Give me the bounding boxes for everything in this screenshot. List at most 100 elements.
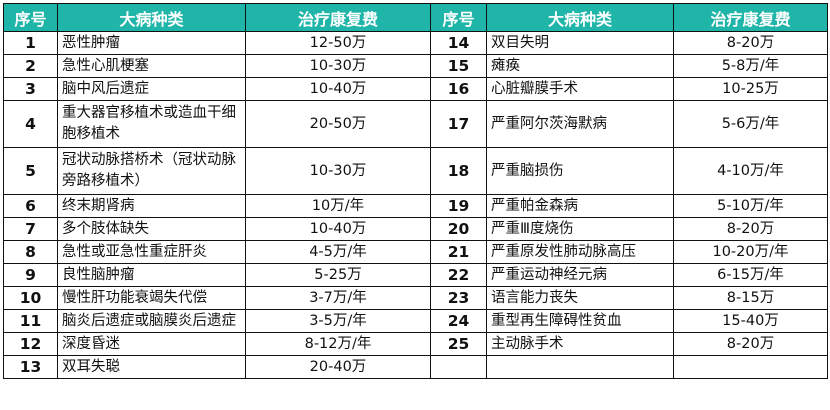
treatment-cost: 6-15万/年 (673, 263, 828, 287)
disease-name: 脑炎后遗症或脑膜炎后遗症 (57, 309, 246, 333)
disease-name: 慢性肝功能衰竭失代偿 (57, 286, 246, 310)
disease-name: 终末期肾病 (57, 194, 246, 218)
disease-name: 严重脑损伤 (486, 147, 674, 195)
treatment-cost: 5-6万/年 (673, 100, 828, 148)
header-cost-right: 治疗康复费 (673, 3, 828, 32)
treatment-cost: 3-7万/年 (245, 286, 431, 310)
row-number: 11 (3, 309, 58, 333)
treatment-cost: 10-20万/年 (673, 240, 828, 264)
row-number: 22 (430, 263, 487, 287)
row-number: 4 (3, 100, 58, 148)
treatment-cost: 5-10万/年 (673, 194, 828, 218)
row-number: 13 (3, 355, 58, 379)
disease-cost-table: 序号 大病种类 治疗康复费 序号 大病种类 治疗康复费 1 恶性肿瘤 12-50… (3, 3, 828, 379)
treatment-cost: 8-12万/年 (245, 332, 431, 356)
disease-name: 急性或亚急性重症肝炎 (57, 240, 246, 264)
table-row: 11 脑炎后遗症或脑膜炎后遗症 3-5万/年 24 重型再生障碍性贫血 15-4… (3, 309, 828, 333)
disease-name: 脑中风后遗症 (57, 77, 246, 101)
table-row: 8 急性或亚急性重症肝炎 4-5万/年 21 严重原发性肺动脉高压 10-20万… (3, 240, 828, 264)
treatment-cost: 4-10万/年 (673, 147, 828, 195)
disease-name: 重大器官移植术或造血干细胞移植术 (57, 100, 246, 148)
row-number: 2 (3, 54, 58, 78)
row-number: 7 (3, 217, 58, 241)
row-number: 25 (430, 332, 487, 356)
treatment-cost: 10-25万 (673, 77, 828, 101)
table-row: 13 双耳失聪 20-40万 (3, 355, 828, 379)
disease-name: 严重运动神经元病 (486, 263, 674, 287)
row-number: 15 (430, 54, 487, 78)
row-number: 3 (3, 77, 58, 101)
disease-name: 主动脉手术 (486, 332, 674, 356)
disease-cost-table-container: 序号 大病种类 治疗康复费 序号 大病种类 治疗康复费 1 恶性肿瘤 12-50… (3, 3, 828, 379)
treatment-cost: 8-20万 (673, 217, 828, 241)
treatment-cost: 10-30万 (245, 54, 431, 78)
disease-name: 良性脑肿瘤 (57, 263, 246, 287)
row-number: 14 (430, 31, 487, 55)
row-number: 12 (3, 332, 58, 356)
row-number: 23 (430, 286, 487, 310)
treatment-cost: 8-20万 (673, 332, 828, 356)
treatment-cost: 20-40万 (245, 355, 431, 379)
table-row: 4 重大器官移植术或造血干细胞移植术 20-50万 17 严重阿尔茨海默病 5-… (3, 100, 828, 148)
treatment-cost: 20-50万 (245, 100, 431, 148)
disease-name: 严重帕金森病 (486, 194, 674, 218)
treatment-cost: 12-50万 (245, 31, 431, 55)
disease-name: 急性心肌梗塞 (57, 54, 246, 78)
row-number: 24 (430, 309, 487, 333)
disease-name: 严重阿尔茨海默病 (486, 100, 674, 148)
row-number: 20 (430, 217, 487, 241)
disease-name: 双目失明 (486, 31, 674, 55)
treatment-cost: 8-20万 (673, 31, 828, 55)
disease-name: 重型再生障碍性贫血 (486, 309, 674, 333)
row-number: 16 (430, 77, 487, 101)
disease-name (486, 355, 674, 379)
row-number: 6 (3, 194, 58, 218)
disease-name: 瘫痪 (486, 54, 674, 78)
header-disease-left: 大病种类 (57, 3, 246, 32)
disease-name: 双耳失聪 (57, 355, 246, 379)
table-row: 1 恶性肿瘤 12-50万 14 双目失明 8-20万 (3, 31, 828, 55)
row-number: 5 (3, 147, 58, 195)
treatment-cost: 4-5万/年 (245, 240, 431, 264)
treatment-cost: 10-40万 (245, 77, 431, 101)
table-row: 3 脑中风后遗症 10-40万 16 心脏瓣膜手术 10-25万 (3, 77, 828, 101)
disease-name: 深度昏迷 (57, 332, 246, 356)
disease-name: 严重Ⅲ度烧伤 (486, 217, 674, 241)
treatment-cost (673, 355, 828, 379)
table-row: 7 多个肢体缺失 10-40万 20 严重Ⅲ度烧伤 8-20万 (3, 217, 828, 241)
treatment-cost: 10-30万 (245, 147, 431, 195)
table-row: 9 良性脑肿瘤 5-25万 22 严重运动神经元病 6-15万/年 (3, 263, 828, 287)
disease-name: 语言能力丧失 (486, 286, 674, 310)
treatment-cost: 10-40万 (245, 217, 431, 241)
disease-name: 严重原发性肺动脉高压 (486, 240, 674, 264)
disease-name: 冠状动脉搭桥术（冠状动脉旁路移植术） (57, 147, 246, 195)
header-cost-left: 治疗康复费 (245, 3, 431, 32)
treatment-cost: 15-40万 (673, 309, 828, 333)
table-row: 10 慢性肝功能衰竭失代偿 3-7万/年 23 语言能力丧失 8-15万 (3, 286, 828, 310)
disease-name: 恶性肿瘤 (57, 31, 246, 55)
treatment-cost: 3-5万/年 (245, 309, 431, 333)
table-row: 6 终末期肾病 10万/年 19 严重帕金森病 5-10万/年 (3, 194, 828, 218)
table-header-row: 序号 大病种类 治疗康复费 序号 大病种类 治疗康复费 (3, 3, 828, 32)
disease-name: 多个肢体缺失 (57, 217, 246, 241)
row-number (430, 355, 487, 379)
header-disease-right: 大病种类 (486, 3, 674, 32)
table-row: 5 冠状动脉搭桥术（冠状动脉旁路移植术） 10-30万 18 严重脑损伤 4-1… (3, 147, 828, 195)
row-number: 9 (3, 263, 58, 287)
treatment-cost: 5-8万/年 (673, 54, 828, 78)
row-number: 1 (3, 31, 58, 55)
row-number: 18 (430, 147, 487, 195)
row-number: 8 (3, 240, 58, 264)
row-number: 21 (430, 240, 487, 264)
row-number: 17 (430, 100, 487, 148)
table-row: 12 深度昏迷 8-12万/年 25 主动脉手术 8-20万 (3, 332, 828, 356)
treatment-cost: 5-25万 (245, 263, 431, 287)
header-no-right: 序号 (430, 3, 487, 32)
row-number: 10 (3, 286, 58, 310)
table-row: 2 急性心肌梗塞 10-30万 15 瘫痪 5-8万/年 (3, 54, 828, 78)
treatment-cost: 8-15万 (673, 286, 828, 310)
header-no-left: 序号 (3, 3, 58, 32)
disease-name: 心脏瓣膜手术 (486, 77, 674, 101)
treatment-cost: 10万/年 (245, 194, 431, 218)
row-number: 19 (430, 194, 487, 218)
